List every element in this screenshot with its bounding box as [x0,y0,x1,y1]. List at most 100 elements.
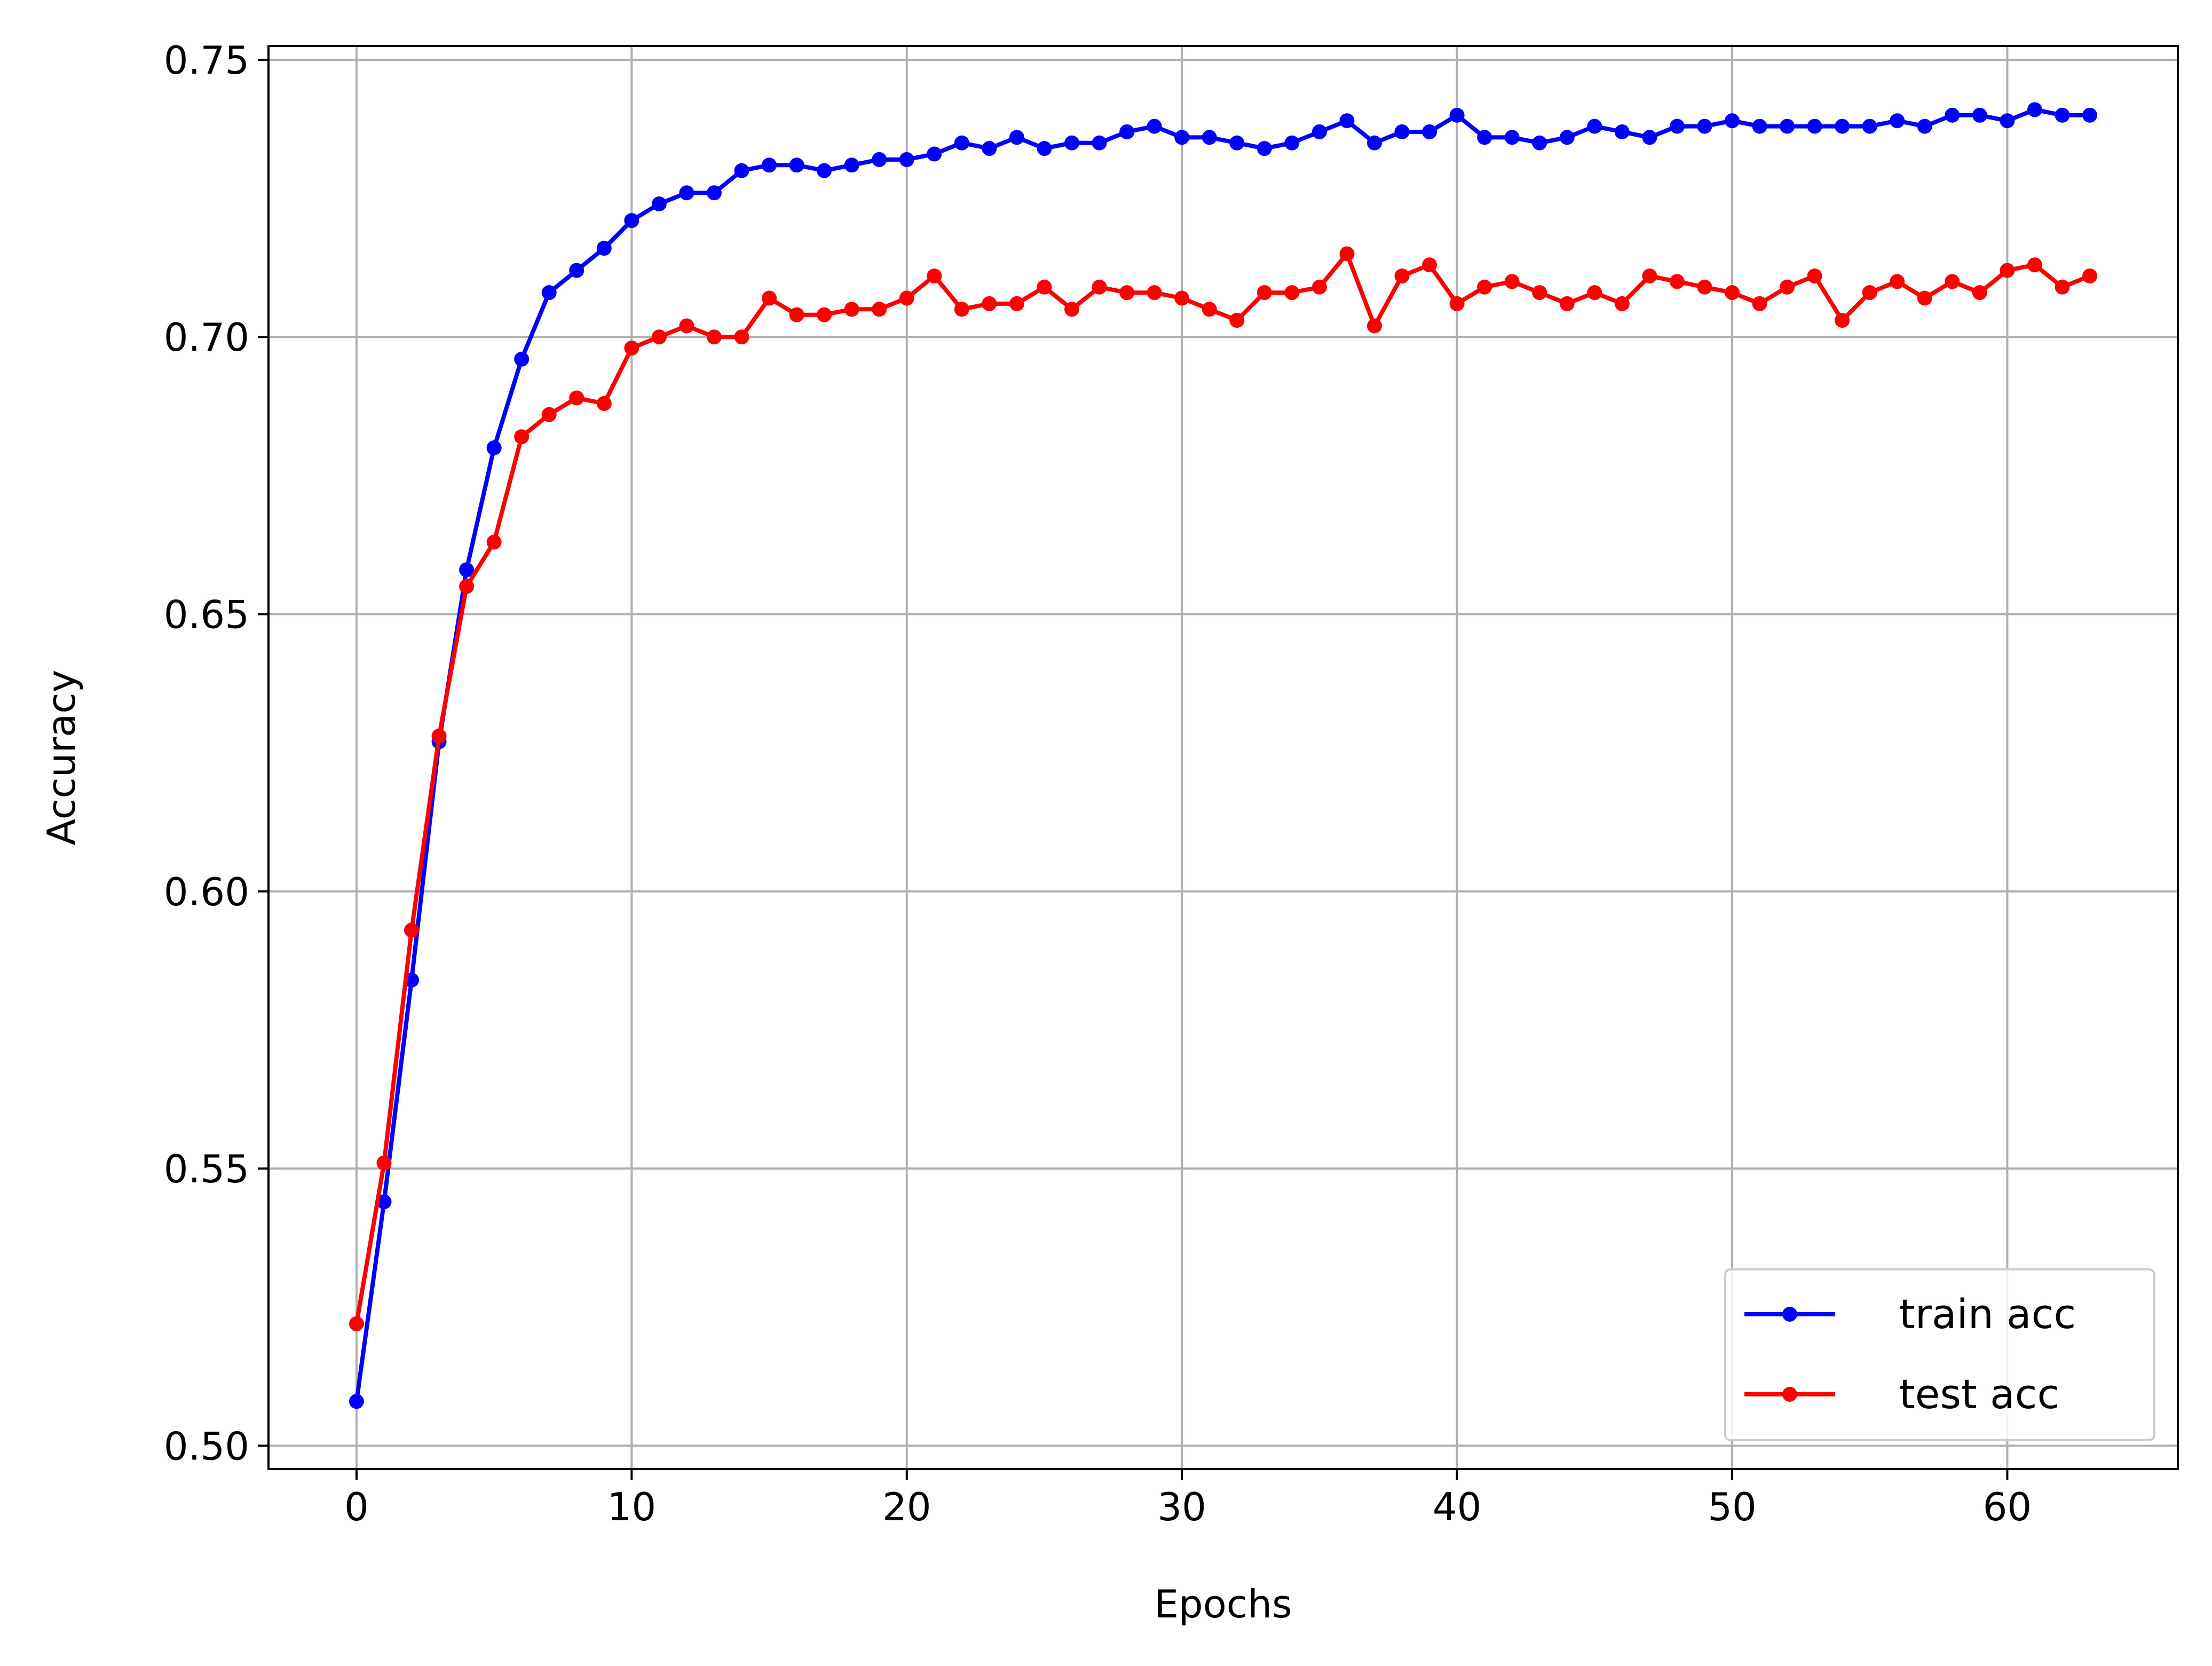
data-point-test-acc [1669,274,1685,289]
data-point-test-acc [1945,274,1960,289]
data-point-train-acc [1752,119,1767,134]
data-point-train-acc [596,241,612,256]
y-tick-label: 0.75 [164,38,249,83]
data-point-test-acc [1697,279,1712,295]
data-point-test-acc [899,290,914,306]
data-point-train-acc [459,562,475,578]
data-point-train-acc [899,152,914,167]
x-tick-label: 30 [1157,1485,1206,1529]
data-point-test-acc [1972,285,1987,301]
data-point-train-acc [1366,135,1382,151]
data-point-test-acc [1394,269,1410,284]
data-point-test-acc [1862,285,1877,301]
data-point-test-acc [1119,285,1135,301]
data-point-train-acc [569,263,584,278]
data-point-train-acc [624,213,639,228]
legend: train acc test acc [1724,1268,2155,1441]
data-point-test-acc [1890,274,1905,289]
data-point-test-acc [1477,279,1492,295]
data-point-test-acc [486,534,502,550]
data-point-test-acc [1559,296,1575,311]
legend-marker-train-acc [1782,1307,1797,1322]
data-point-train-acc [1092,135,1107,151]
y-tick-label: 0.50 [164,1424,249,1468]
y-tick-label: 0.55 [164,1147,249,1191]
data-point-test-acc [762,290,777,306]
data-point-train-acc [2055,107,2070,123]
data-point-test-acc [1009,296,1024,311]
data-point-train-acc [1669,119,1685,134]
data-point-train-acc [927,146,942,162]
data-point-train-acc [1202,130,1217,145]
data-point-test-acc [1422,257,1437,273]
data-point-train-acc [844,157,859,173]
data-point-train-acc [1394,124,1410,139]
data-point-test-acc [1835,313,1850,328]
data-point-train-acc [1780,119,1795,134]
data-point-test-acc [1147,285,1162,301]
data-point-train-acc [2027,102,2042,117]
data-point-train-acc [1642,130,1657,145]
data-point-test-acc [2000,263,2015,278]
data-point-train-acc [1284,135,1300,151]
data-point-train-acc [376,1194,392,1210]
data-point-train-acc [1890,113,1905,129]
data-point-test-acc [1780,279,1795,295]
data-point-train-acc [651,196,667,211]
data-point-train-acc [1477,130,1492,145]
data-point-train-acc [1064,135,1080,151]
data-point-train-acc [1339,113,1355,129]
x-tick-label: 20 [882,1485,931,1529]
data-point-test-acc [1587,285,1602,301]
data-point-test-acc [1642,269,1657,284]
data-point-test-acc [1037,279,1052,295]
data-point-test-acc [706,329,722,345]
data-point-test-acc [459,579,475,594]
data-point-test-acc [651,329,667,345]
x-tick-label: 60 [1983,1485,2032,1529]
data-point-test-acc [1614,296,1630,311]
data-point-train-acc [872,152,887,167]
data-point-test-acc [2027,257,2042,273]
series-line-test-acc [354,251,2091,1324]
x-tick-label: 40 [1433,1485,1482,1529]
grid-lines [268,46,2178,1469]
data-point-train-acc [1587,119,1602,134]
data-point-train-acc [1917,119,1932,134]
data-point-test-acc [541,407,557,422]
data-point-train-acc [1807,119,1822,134]
data-point-test-acc [1257,285,1272,301]
data-point-train-acc [789,157,804,173]
data-point-train-acc [1559,130,1575,145]
x-tick-label: 10 [607,1485,657,1529]
data-point-train-acc [734,163,749,178]
data-point-train-acc [762,157,777,173]
plot-frame [267,45,2179,1470]
legend-marker-test-acc [1782,1387,1797,1402]
data-point-test-acc [431,729,447,744]
data-point-train-acc [817,163,832,178]
data-point-test-acc [1504,274,1520,289]
data-point-test-acc [679,318,694,334]
data-point-train-acc [1972,107,1987,123]
data-point-train-acc [349,1394,364,1409]
x-axis-label: Epochs [1155,1582,1292,1626]
data-point-test-acc [376,1155,392,1171]
legend-label-train-acc: train acc [1899,1290,2076,1338]
data-point-test-acc [817,307,832,322]
data-point-test-acc [982,296,997,311]
data-point-train-acc [1449,107,1465,123]
x-tick-label: 50 [1708,1485,1757,1529]
data-point-train-acc [1504,130,1520,145]
y-tick-label: 0.70 [164,315,249,360]
data-point-train-acc [1862,119,1877,134]
data-point-test-acc [1229,313,1245,328]
data-point-train-acc [1174,130,1190,145]
data-point-test-acc [1532,285,1547,301]
data-point-train-acc [1945,107,1960,123]
data-point-test-acc [1807,269,1822,284]
series-layer [349,102,2098,1409]
data-point-test-acc [927,269,942,284]
data-point-train-acc [1257,141,1272,156]
